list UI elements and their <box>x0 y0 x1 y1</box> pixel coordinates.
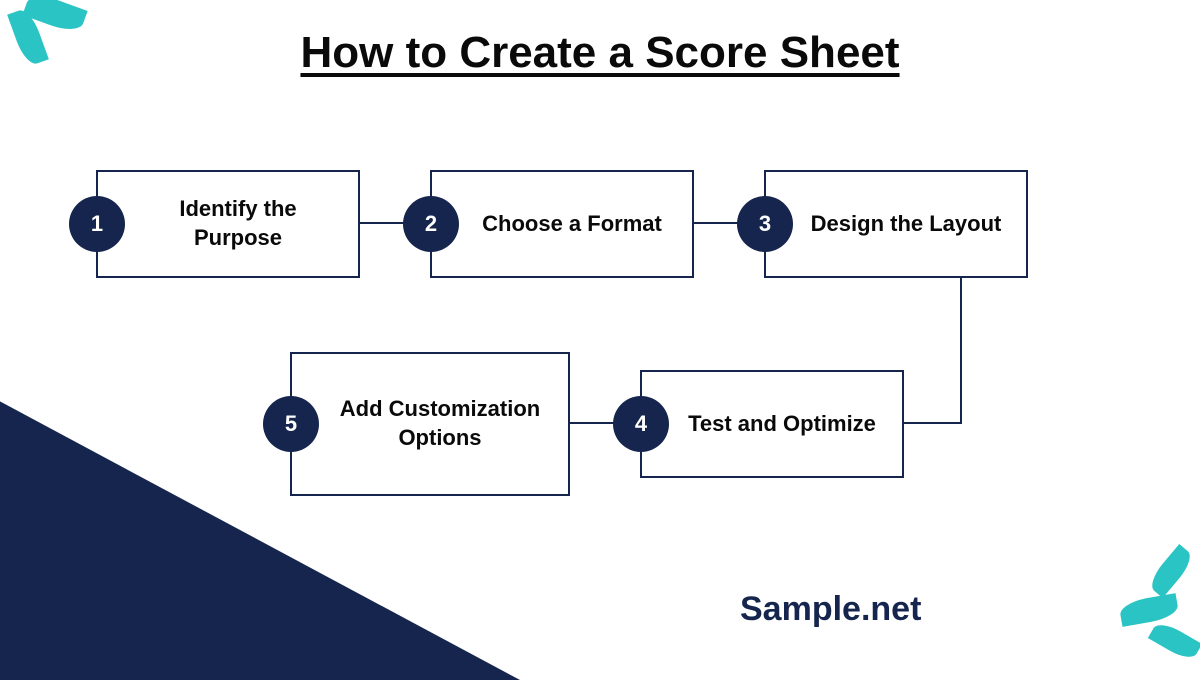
step-label-2: Choose a Format <box>482 210 662 239</box>
step-label-3: Design the Layout <box>811 210 1002 239</box>
step-box-3: Design the Layout <box>764 170 1028 278</box>
step-label-1: Identify the Purpose <box>138 195 338 252</box>
step-number-4: 4 <box>613 396 669 452</box>
step-number-3: 3 <box>737 196 793 252</box>
step-number-2: 2 <box>403 196 459 252</box>
brand-label: Sample.net <box>740 590 921 629</box>
decor-leaf-br-1 <box>1118 593 1179 627</box>
connector-line <box>904 422 962 424</box>
decor-leaf-br-0 <box>1146 544 1196 598</box>
step-label-4: Test and Optimize <box>688 410 876 439</box>
step-box-4: Test and Optimize <box>640 370 904 478</box>
decor-leaf-br-2 <box>1148 619 1200 663</box>
step-number-5: 5 <box>263 396 319 452</box>
step-number-1: 1 <box>69 196 125 252</box>
step-box-1: Identify the Purpose <box>96 170 360 278</box>
connector-line <box>960 278 962 422</box>
page-title: How to Create a Score Sheet <box>300 28 899 78</box>
step-box-2: Choose a Format <box>430 170 694 278</box>
decor-triangle <box>0 380 520 680</box>
